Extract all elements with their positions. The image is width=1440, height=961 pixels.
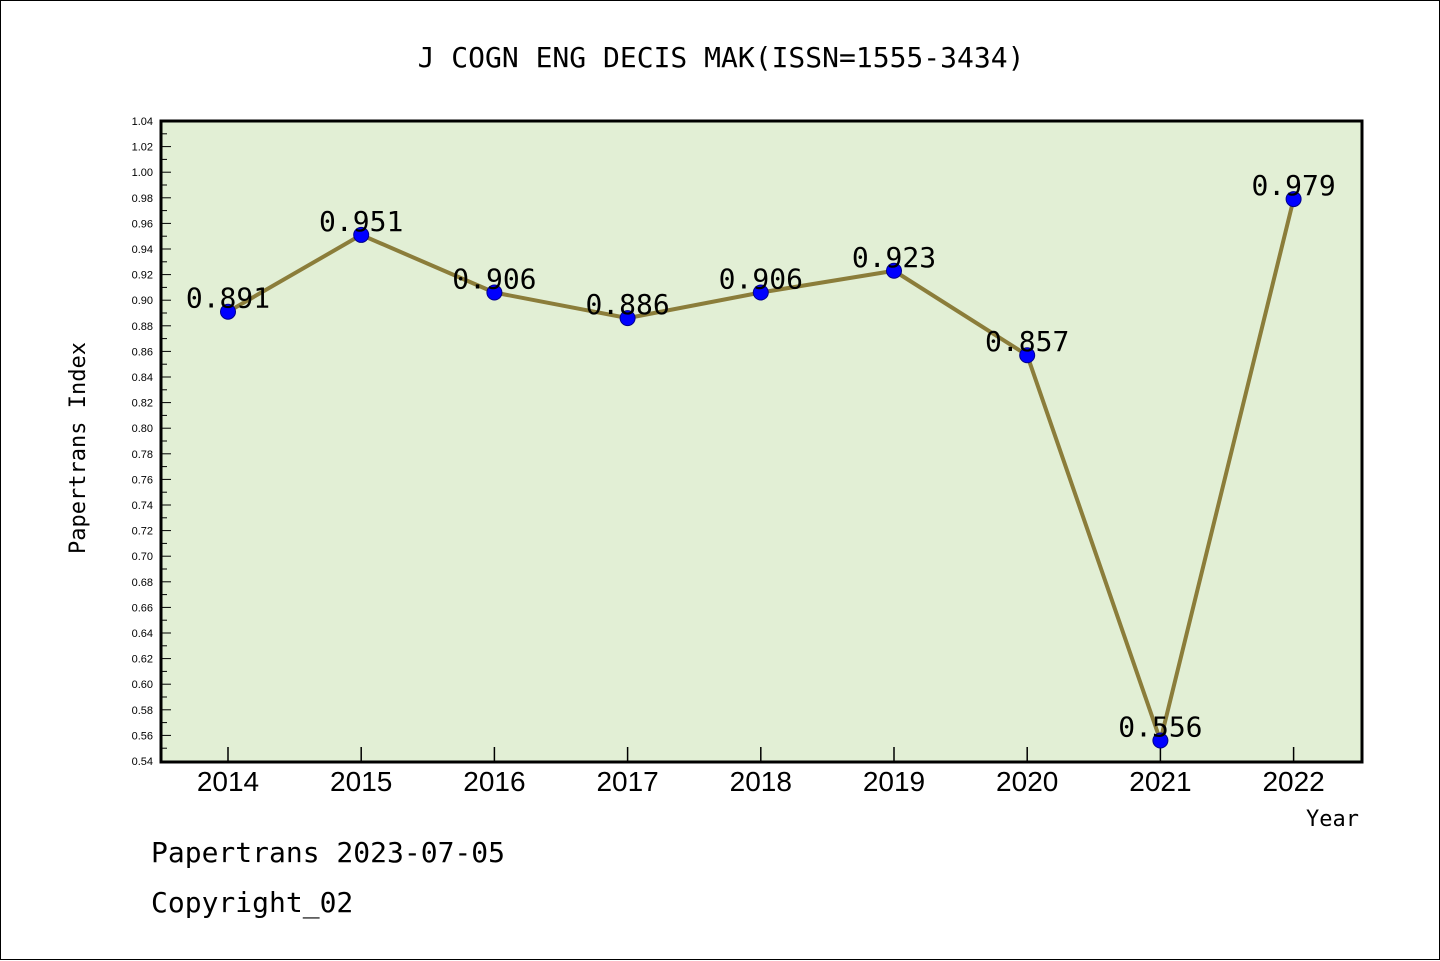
- y-tick-label: 0.68: [132, 577, 153, 589]
- y-axis: 0.54 0.56 0.58 0.60 0.62 0.64 0.66 0.68 0.70 0.72…: [132, 116, 171, 768]
- x-tick-label: 2015: [330, 766, 392, 797]
- x-axis: 2014 2015 2016 2017 2018 2019 2020 2021 2022: [197, 747, 1325, 797]
- y-tick-label: 0.94: [132, 244, 153, 256]
- x-tick-label: 2020: [996, 766, 1058, 797]
- data-label: 0.556: [1118, 711, 1202, 744]
- x-tick-label: 2022: [1262, 766, 1324, 797]
- x-tick-label: 2019: [863, 766, 925, 797]
- y-tick-label: 0.96: [132, 218, 153, 230]
- y-tick-label: 1.00: [132, 167, 153, 179]
- data-point: [486, 284, 503, 301]
- x-tick-label: 2017: [596, 766, 658, 797]
- y-tick-label: 0.72: [132, 526, 153, 538]
- x-tick-label: 2014: [197, 766, 259, 797]
- y-tick-label: 0.84: [132, 372, 153, 384]
- data-point: [619, 310, 636, 327]
- y-tick-label: 0.88: [132, 321, 153, 333]
- data-point: [220, 303, 236, 320]
- x-tick-label: 2018: [730, 766, 792, 797]
- y-tick-label: 0.98: [132, 193, 153, 205]
- y-tick-label: 1.02: [132, 142, 153, 154]
- y-tick-label: 0.86: [132, 346, 153, 358]
- data-point: [353, 226, 370, 243]
- y-tick-label: 0.92: [132, 270, 153, 282]
- data-point: [1152, 732, 1169, 749]
- data-point: [886, 262, 902, 279]
- footer-date: Papertrans 2023-07-05: [151, 836, 506, 869]
- y-tick-label: 1.04: [132, 116, 153, 128]
- data-label: 0.906: [719, 263, 803, 296]
- y-tick-label: 0.90: [132, 295, 153, 307]
- y-tick-label: 0.62: [132, 654, 153, 666]
- data-points: [220, 191, 1302, 749]
- data-label: 0.923: [852, 241, 936, 274]
- y-tick-label: 0.54: [132, 756, 153, 768]
- y-tick-label: 0.82: [132, 398, 153, 410]
- data-label: 0.886: [585, 288, 669, 321]
- y-axis-label: Papertrans Index: [66, 342, 91, 554]
- y-tick-label: 0.64: [132, 628, 153, 640]
- data-label: 0.951: [319, 205, 403, 238]
- chart-title: J COGN ENG DECIS MAK(ISSN=1555-3434): [418, 41, 1025, 74]
- data-point: [1285, 191, 1302, 208]
- y-tick-label: 0.74: [132, 500, 153, 512]
- y-tick-label: 0.78: [132, 449, 153, 461]
- data-labels: 0.891 0.951 0.906 0.886 0.906 0.923 0.857 0.556…: [186, 169, 1336, 743]
- x-axis-label: Year: [1306, 807, 1359, 832]
- y-tick-label: 0.70: [132, 551, 153, 563]
- data-label: 0.857: [985, 325, 1069, 358]
- y-tick-label: 0.60: [132, 679, 153, 691]
- y-tick-label: 0.80: [132, 423, 153, 435]
- data-point: [752, 284, 769, 301]
- footer-copyright: Copyright_02: [151, 886, 354, 919]
- y-tick-label: 0.58: [132, 705, 153, 717]
- data-label: 0.891: [186, 282, 270, 315]
- data-point: [1019, 347, 1036, 364]
- data-label: 0.906: [452, 263, 536, 296]
- x-tick-label: 2016: [463, 766, 525, 797]
- data-label: 0.979: [1251, 169, 1335, 202]
- y-tick-label: 0.66: [132, 602, 153, 614]
- y-tick-label: 0.56: [132, 730, 153, 742]
- x-tick-label: 2021: [1129, 766, 1191, 797]
- y-tick-label: 0.76: [132, 474, 153, 486]
